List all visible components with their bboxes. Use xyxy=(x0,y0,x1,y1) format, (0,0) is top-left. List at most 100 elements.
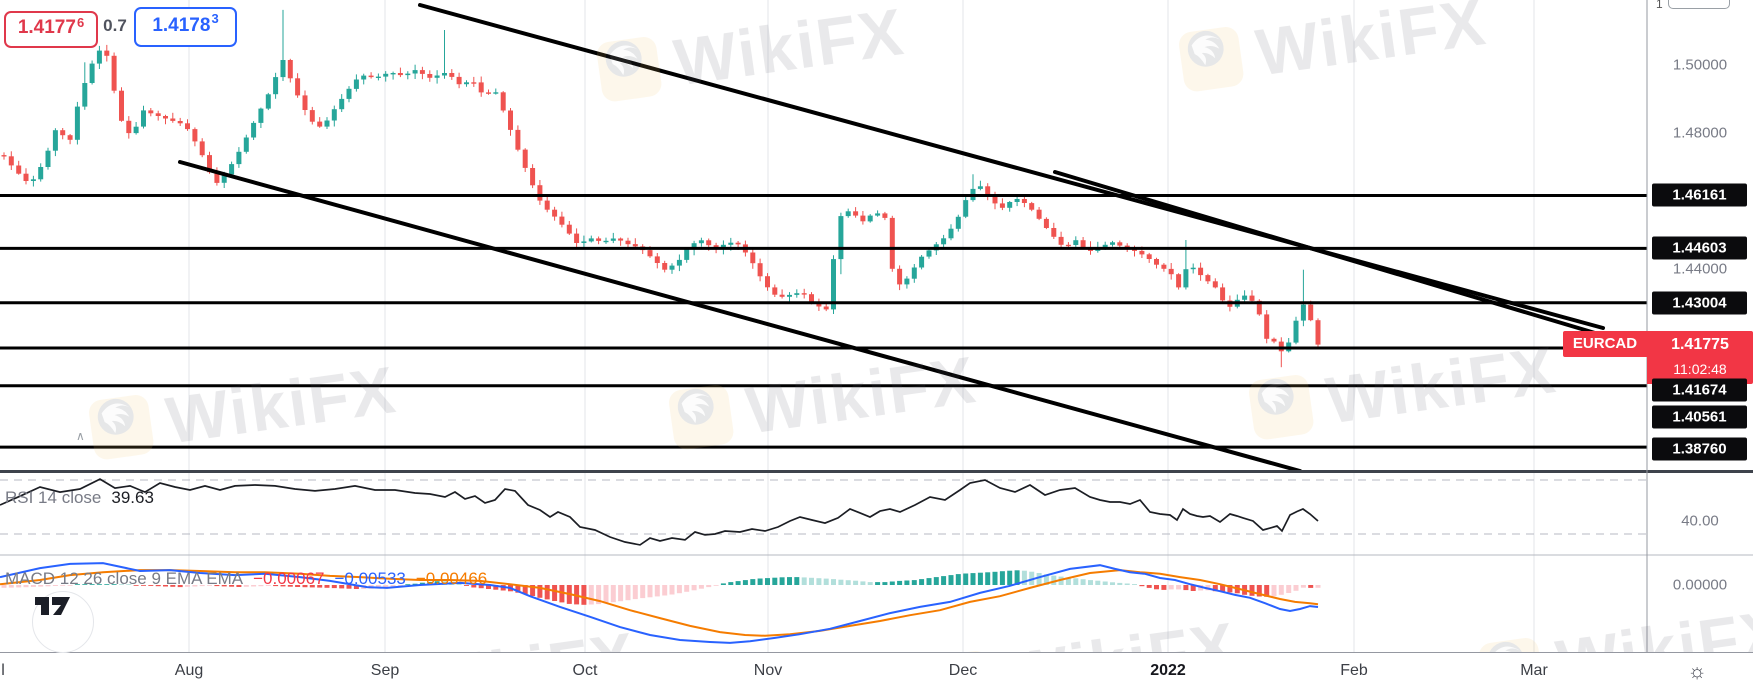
candle xyxy=(148,110,154,114)
candle xyxy=(456,76,462,85)
macd-bar xyxy=(882,582,888,585)
candle xyxy=(324,120,330,127)
macd-bar xyxy=(992,571,998,585)
macd-bar xyxy=(207,585,212,586)
candle xyxy=(1308,304,1314,321)
macd-bar xyxy=(1300,585,1306,588)
macd-bar xyxy=(867,582,873,585)
candle xyxy=(163,116,168,119)
current-time: 11:02:48 xyxy=(1673,361,1727,377)
candle xyxy=(691,243,697,250)
macd-bar xyxy=(1124,583,1130,585)
candle xyxy=(838,216,844,260)
candle xyxy=(992,196,998,204)
candle xyxy=(889,217,895,269)
rsi-indicator-label[interactable]: RSI 14 close 39.63 xyxy=(5,488,154,508)
candle xyxy=(757,263,763,277)
candle xyxy=(243,137,249,152)
price-axis[interactable]: EURCAD 1.41775 11:02:48 1.50000 1.48000 1.… xyxy=(1563,0,1753,652)
candle xyxy=(794,293,800,295)
trendline xyxy=(178,160,1302,473)
candle xyxy=(427,74,433,78)
macd-bar xyxy=(603,585,609,604)
sell-price-badge[interactable]: 1.4177 6 xyxy=(4,11,98,48)
macd-readout: −0.00466 xyxy=(415,569,488,588)
macd-bar xyxy=(779,577,785,585)
candle xyxy=(16,165,22,174)
trendline xyxy=(1053,170,1597,335)
candle xyxy=(831,259,836,310)
candle xyxy=(574,233,580,243)
candle xyxy=(1183,269,1189,288)
candle xyxy=(750,252,756,264)
candle xyxy=(515,129,521,150)
buy-price-badge[interactable]: 1.4178 3 xyxy=(134,7,237,47)
macd-main-line xyxy=(0,562,1319,644)
macd-bar xyxy=(89,584,95,585)
macd-bar xyxy=(1190,585,1196,591)
tradingview-logo[interactable] xyxy=(32,591,94,653)
macd-bar xyxy=(346,585,352,589)
macd-bar xyxy=(1,585,7,588)
macd-bar xyxy=(397,585,403,587)
macd-bar xyxy=(853,580,859,585)
pane-collapse-icon[interactable]: ∧ xyxy=(76,429,85,443)
macd-bar xyxy=(309,585,315,588)
macd-bar xyxy=(67,585,73,586)
candle xyxy=(273,77,279,95)
settings-gear-icon[interactable]: ☼ xyxy=(1687,660,1707,683)
macd-bar xyxy=(772,577,778,585)
time-axis-label: l xyxy=(1,662,5,679)
candle xyxy=(309,110,315,122)
candle xyxy=(126,120,132,134)
candle xyxy=(412,70,418,74)
trendlines xyxy=(178,3,1605,473)
time-axis[interactable]: l Aug Sep Oct Nov Dec 2022 Feb Mar xyxy=(0,652,1753,691)
macd-bar xyxy=(515,585,521,593)
macd-bar xyxy=(471,585,477,588)
time-axis-label: Feb xyxy=(1340,662,1368,679)
candle xyxy=(236,151,242,165)
macd-bar xyxy=(287,585,293,587)
candle xyxy=(537,185,543,201)
candle xyxy=(434,75,440,78)
candle xyxy=(566,224,572,234)
macd-bar xyxy=(544,585,550,600)
macd-bar xyxy=(955,574,961,585)
candle xyxy=(1271,338,1277,342)
macd-title: MACD 12 26 close 9 EMA EMA xyxy=(5,569,244,588)
candle xyxy=(948,228,954,239)
chart-canvas[interactable] xyxy=(0,0,1753,652)
macd-bar xyxy=(963,573,969,585)
candle xyxy=(30,179,36,181)
candle xyxy=(8,156,14,166)
macd-bar xyxy=(698,585,704,589)
candle xyxy=(728,242,734,245)
macd-bar xyxy=(1073,578,1079,585)
macd-bar xyxy=(970,573,976,585)
macd-bar xyxy=(74,584,80,585)
candle xyxy=(82,83,88,107)
macd-bar xyxy=(742,580,748,585)
candle xyxy=(214,172,220,183)
macd-bar xyxy=(155,585,161,587)
macd-bar xyxy=(618,585,624,602)
candle xyxy=(845,211,851,217)
rsi-title: RSI 14 close xyxy=(5,488,102,507)
candle xyxy=(603,240,609,243)
macd-bar xyxy=(111,584,117,585)
candle xyxy=(104,50,110,56)
candle xyxy=(1212,281,1218,288)
candle xyxy=(258,108,264,123)
candle xyxy=(471,82,477,84)
macd-bar xyxy=(1051,575,1057,585)
candle xyxy=(676,259,682,266)
macd-indicator-label[interactable]: MACD 12 26 close 9 EMA EMA −0.00067 −0.005… xyxy=(5,569,487,589)
candle xyxy=(684,249,690,260)
macd-bar xyxy=(831,579,836,585)
macd-bar xyxy=(405,584,411,585)
candle xyxy=(1161,264,1167,269)
macd-bar xyxy=(1315,585,1321,588)
macd-bar xyxy=(1154,585,1159,590)
candle xyxy=(493,92,499,94)
